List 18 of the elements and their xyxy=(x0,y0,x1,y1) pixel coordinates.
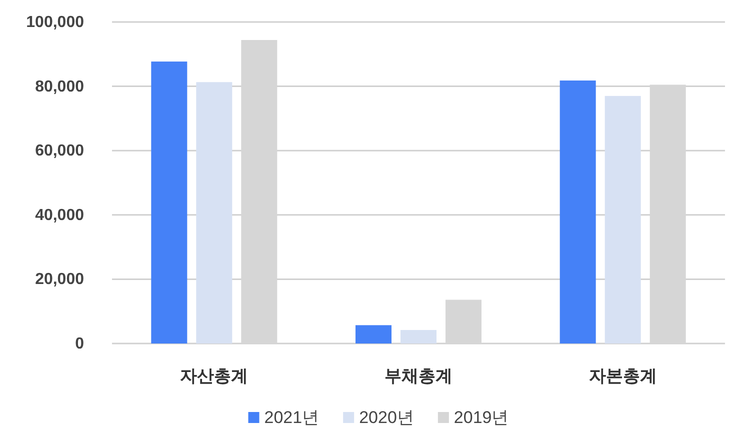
legend-label: 2020년 xyxy=(359,408,414,427)
bar xyxy=(604,96,641,344)
y-tick-label: 20,000 xyxy=(35,271,84,288)
x-tick-label: 자본총계 xyxy=(588,366,657,386)
bar xyxy=(196,82,232,344)
bar xyxy=(400,330,436,344)
x-tick-label: 부채총계 xyxy=(384,366,452,386)
bar xyxy=(356,325,392,344)
bar xyxy=(151,62,188,344)
legend-label: 2019년 xyxy=(454,408,509,427)
x-tick-label: 자산총계 xyxy=(180,366,248,386)
y-tick-label: 0 xyxy=(75,336,84,352)
y-tick-label: 60,000 xyxy=(35,142,84,160)
y-tick-label: 80,000 xyxy=(35,78,84,96)
bar xyxy=(560,80,596,344)
legend-label: 2021년 xyxy=(264,408,320,427)
y-tick-label: 100,000 xyxy=(26,14,84,31)
y-tick-label: 40,000 xyxy=(35,206,84,224)
